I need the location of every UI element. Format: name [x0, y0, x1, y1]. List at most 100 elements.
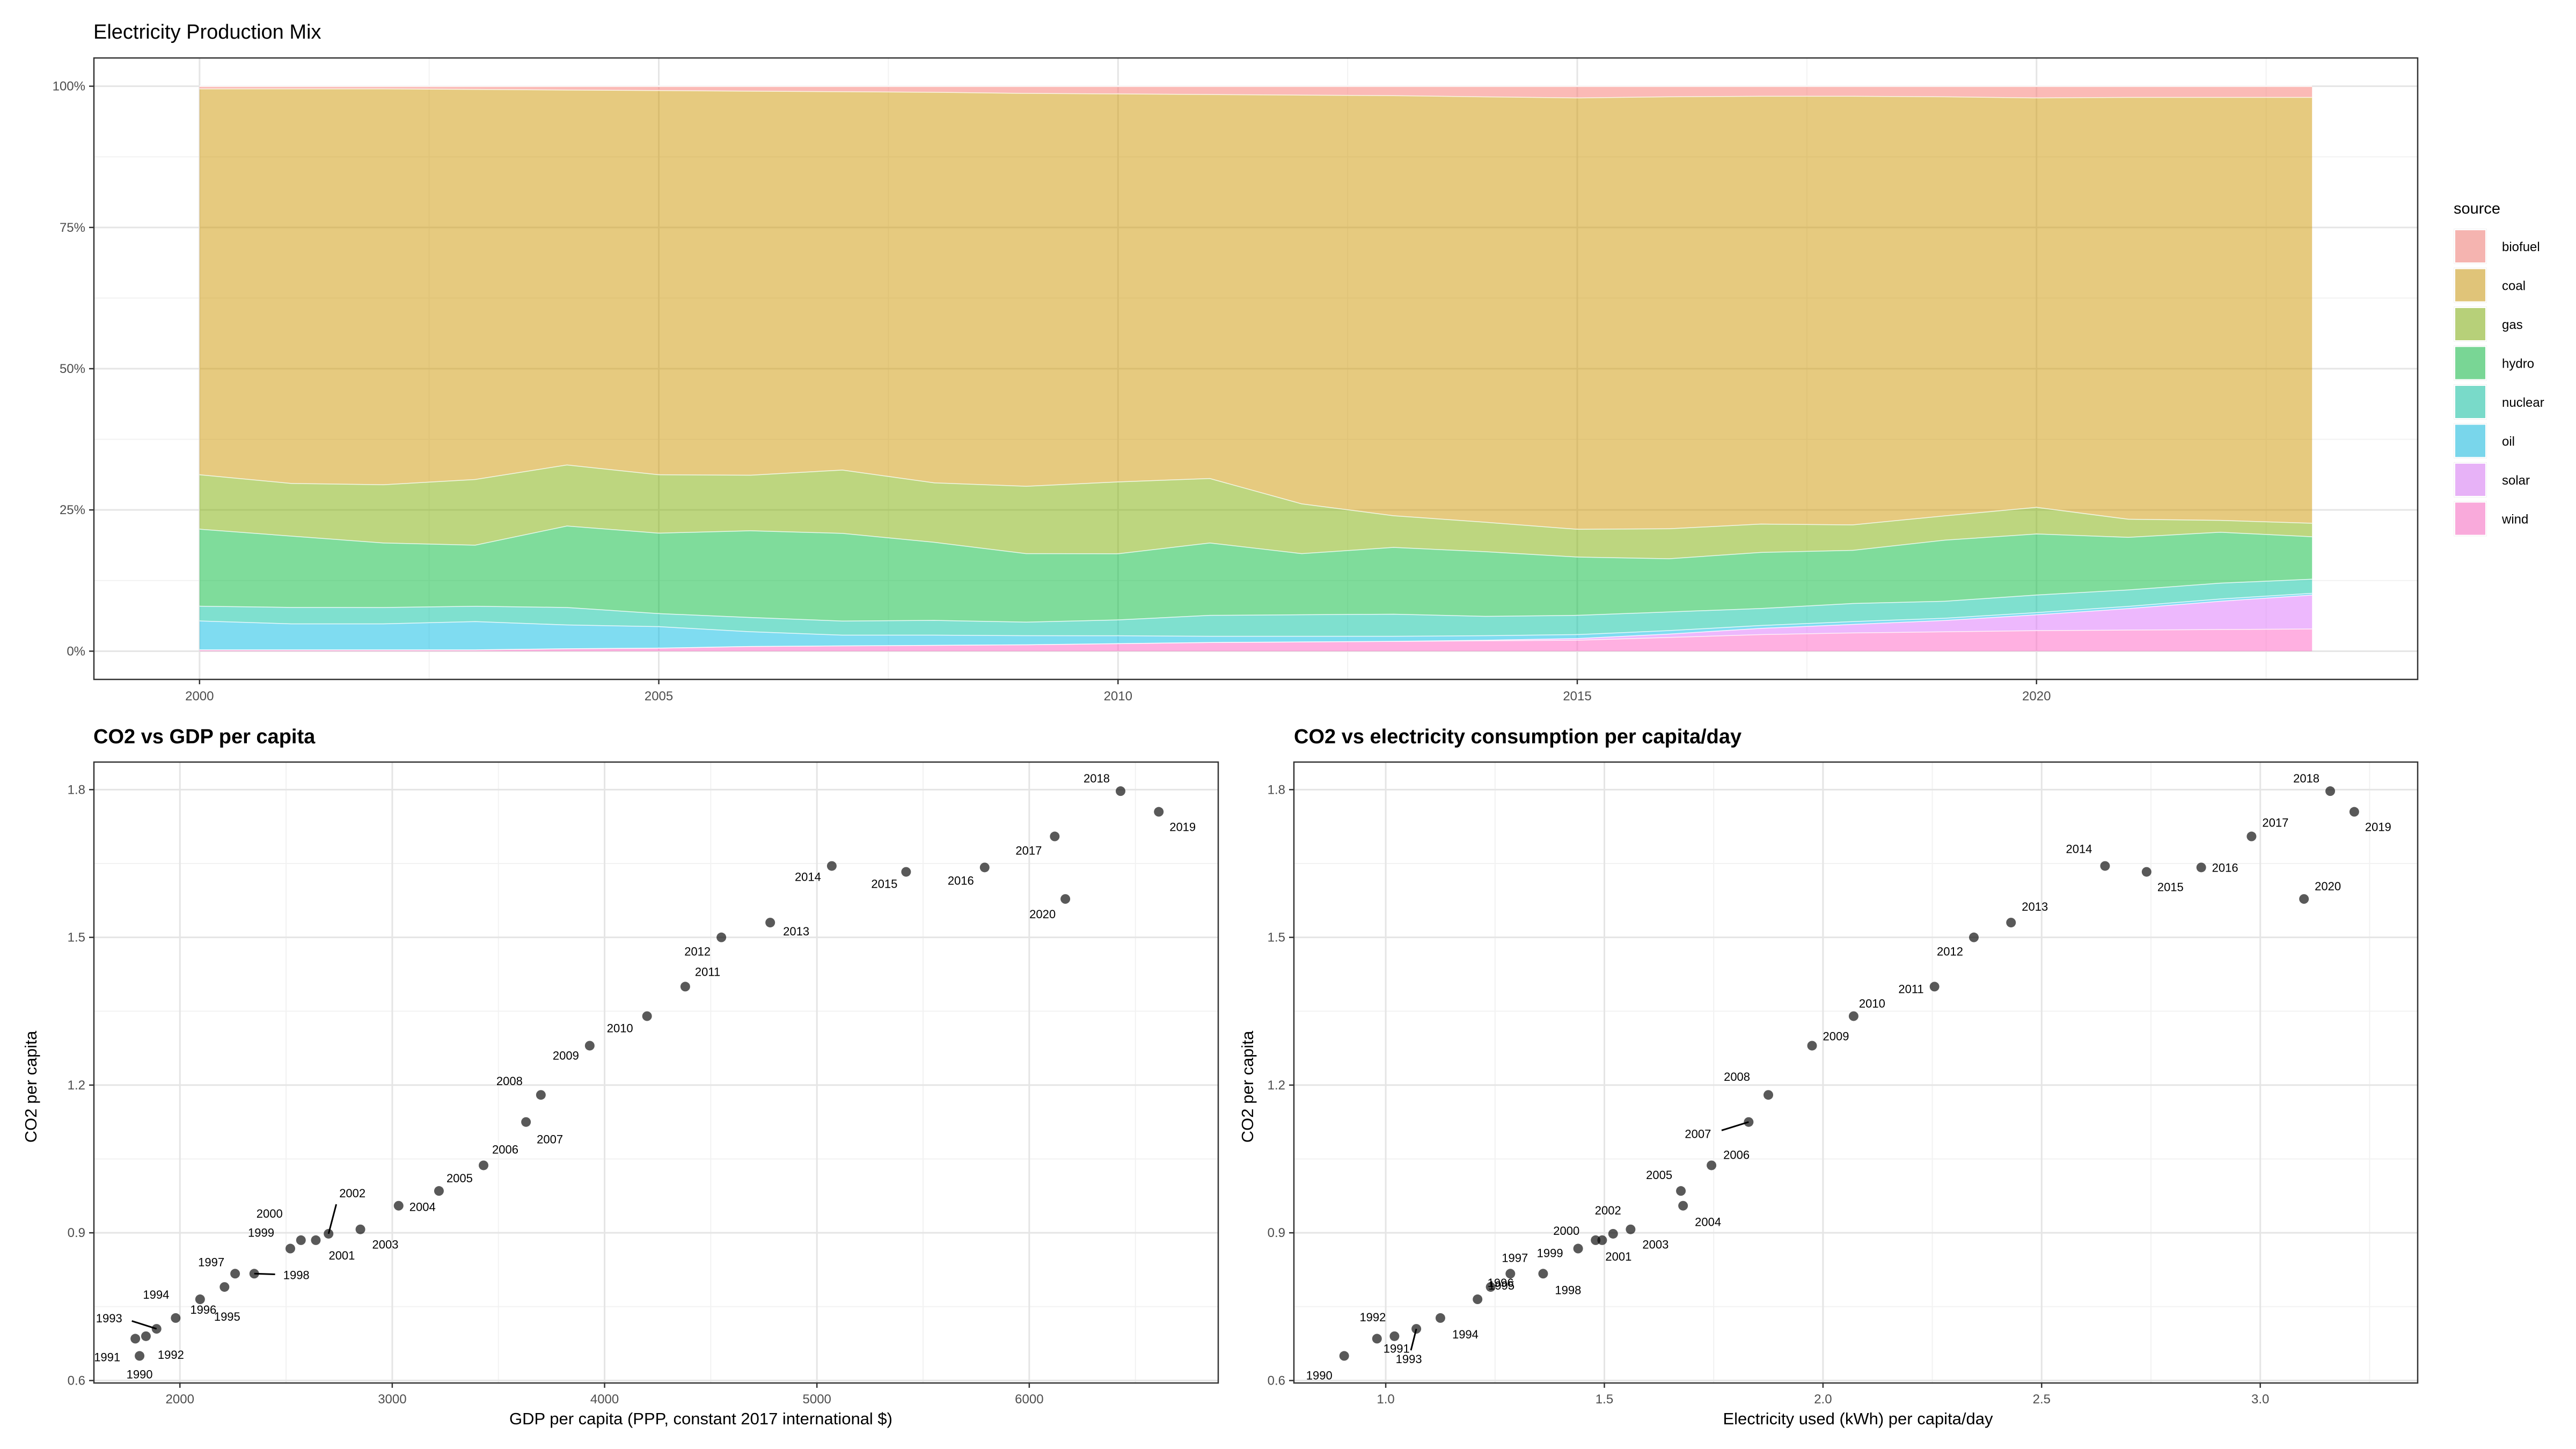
elec-point-label: 2004	[1695, 1216, 1721, 1229]
area-layer-oil	[199, 592, 2312, 650]
gdp-point-label: 1999	[248, 1226, 274, 1240]
gdp-point-label: 1995	[214, 1310, 240, 1323]
elec-point	[1597, 1235, 1607, 1245]
gdp-point	[521, 1117, 531, 1127]
gdp-point	[141, 1331, 151, 1341]
elec-point-label: 2008	[1724, 1070, 1750, 1084]
legend-label-wind: wind	[2501, 513, 2528, 527]
gdp-y-axis-title: CO2 per capita	[21, 1030, 40, 1143]
elec-point-label: 1993	[1396, 1352, 1422, 1366]
elec-point-label: 2006	[1723, 1148, 1750, 1161]
gdp-point-label: 2002	[339, 1187, 365, 1200]
elec-x-tick-label: 1.0	[1377, 1392, 1394, 1407]
elec-point	[1744, 1117, 1754, 1127]
elec-axes: 0.6 0.9 1.2 1.5 1.8 1.0 1.5 2.0 2.5 3.0	[1268, 782, 2270, 1407]
gdp-x-axis-title: GDP per capita (PPP, constant 2017 inter…	[509, 1409, 892, 1428]
elec-point-label: 2018	[2293, 772, 2319, 785]
gdp-point	[901, 867, 911, 877]
elec-point-label: 2010	[1859, 997, 1885, 1010]
elec-point-label: 2016	[2212, 861, 2238, 874]
elec-point	[2246, 831, 2257, 841]
elec-gridlines	[1294, 762, 2418, 1383]
area-layer-nuclear	[199, 579, 2312, 636]
elec-point	[1676, 1186, 1686, 1196]
elec-x-tick-label: 1.5	[1596, 1392, 1613, 1407]
elec-y-tick-label: 1.2	[1268, 1078, 1285, 1093]
gdp-point	[1060, 894, 1071, 904]
gdp-y-tick-label: 1.2	[68, 1078, 85, 1093]
gdp-point-label: 2019	[1169, 821, 1196, 834]
elec-point-label: 1999	[1537, 1247, 1563, 1260]
legend-swatch-oil	[2454, 423, 2486, 458]
gdp-point-label: 2001	[328, 1249, 355, 1262]
legend-label-coal: coal	[2502, 279, 2526, 294]
elec-point	[2349, 807, 2359, 817]
elec-point	[1389, 1331, 1400, 1341]
gdp-point	[195, 1294, 205, 1305]
gdp-point-label: 2006	[492, 1143, 518, 1156]
gdp-point	[311, 1235, 321, 1245]
area-y-tick-label: 75%	[60, 221, 85, 235]
gdp-x-tick-label: 6000	[1015, 1392, 1043, 1407]
gdp-label-leader	[327, 1204, 338, 1234]
gdp-point	[765, 918, 775, 928]
elec-y-tick-label: 1.5	[1268, 931, 1285, 945]
elec-point-label: 2012	[1937, 945, 1963, 958]
elec-point	[1807, 1041, 1817, 1051]
area-y-axis: 0% 25% 50% 75% 100%	[53, 79, 94, 658]
gdp-x-tick-label: 3000	[378, 1392, 406, 1407]
gdp-point	[1154, 807, 1164, 817]
gdp-gridlines	[94, 762, 1218, 1383]
area-x-tick-label: 2020	[2022, 689, 2051, 704]
elec-point	[2100, 861, 2110, 871]
area-layer-biofuel	[199, 86, 2312, 98]
gdp-point-label: 1991	[94, 1350, 120, 1364]
area-chart-title: Electricity Production Mix	[93, 21, 321, 43]
gdp-axes: 0.6 0.9 1.2 1.5 1.8 2000 3000 4000 5000 6000	[68, 782, 1044, 1407]
gdp-point	[1050, 831, 1060, 841]
elec-point-label: 2007	[1685, 1128, 1711, 1141]
gdp-point-label: 2000	[257, 1207, 283, 1220]
area-x-axis: 2000 2005 2010 2015 2020	[185, 679, 2051, 704]
elec-y-tick-label: 0.6	[1268, 1373, 1285, 1388]
gdp-point	[434, 1186, 444, 1196]
gdp-y-tick-label: 0.6	[68, 1373, 85, 1388]
legend-label-solar: solar	[2502, 473, 2530, 488]
gdp-point	[1115, 786, 1125, 796]
elec-point	[1707, 1160, 1717, 1170]
elec-point-label: 1994	[1452, 1328, 1479, 1341]
area-layers	[199, 85, 2312, 652]
elec-point-label: 2015	[2157, 881, 2184, 894]
elec-point-label: 2009	[1823, 1029, 1849, 1043]
elec-point	[1473, 1294, 1483, 1305]
elec-point-label: 1990	[1306, 1369, 1333, 1382]
gdp-point-label: 2005	[447, 1172, 473, 1185]
co2-vs-electricity-panel: CO2 vs electricity consumption per capit…	[1238, 726, 2419, 1428]
elec-point-label: 1992	[1359, 1311, 1386, 1324]
gdp-point-label: 1997	[198, 1255, 224, 1269]
elec-y-tick-label: 0.9	[1268, 1226, 1285, 1240]
elec-point-label: 2017	[2262, 816, 2288, 830]
area-y-tick-label: 50%	[60, 362, 85, 376]
area-x-tick-label: 2010	[1104, 689, 1132, 704]
area-layer-coal	[199, 88, 2312, 529]
elec-point	[1608, 1228, 1618, 1239]
gdp-point	[680, 982, 690, 992]
elec-point	[1538, 1269, 1548, 1279]
area-x-tick-label: 2015	[1563, 689, 1591, 704]
elec-point	[2141, 867, 2151, 877]
source-legend: source biofuel coal gas hydro nuclear oil sola…	[2454, 200, 2544, 537]
elec-point-label: 2013	[2022, 900, 2048, 913]
gdp-point-label: 2020	[1029, 908, 1056, 921]
elec-point-label: 2002	[1595, 1204, 1621, 1217]
gdp-point-label: 2014	[795, 870, 821, 884]
gdp-point-label: 2018	[1084, 772, 1110, 785]
gdp-point	[355, 1224, 365, 1234]
legend-swatch-solar	[2454, 463, 2486, 497]
gdp-point-label: 2010	[607, 1021, 633, 1035]
legend-swatch-nuclear	[2454, 385, 2486, 419]
legend-label-hydro: hydro	[2502, 357, 2534, 371]
gdp-point	[230, 1269, 240, 1279]
elec-point	[1372, 1334, 1382, 1344]
